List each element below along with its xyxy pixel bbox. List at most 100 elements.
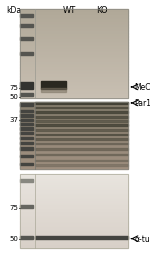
Bar bbox=[20, 224, 128, 225]
Bar bbox=[20, 141, 128, 142]
Bar bbox=[20, 205, 128, 206]
Text: MeCP2: MeCP2 bbox=[135, 83, 150, 92]
Bar bbox=[20, 185, 128, 186]
Bar bbox=[20, 52, 33, 55]
Bar bbox=[34, 120, 128, 122]
Bar bbox=[20, 76, 128, 77]
Bar bbox=[20, 238, 128, 239]
Bar bbox=[20, 200, 128, 201]
Bar bbox=[20, 85, 128, 86]
Bar bbox=[20, 74, 128, 76]
Bar bbox=[20, 79, 128, 80]
Bar bbox=[20, 220, 128, 221]
Bar bbox=[20, 123, 128, 124]
Bar bbox=[20, 123, 33, 125]
Bar bbox=[20, 149, 128, 150]
Bar bbox=[20, 142, 128, 143]
Bar bbox=[20, 134, 128, 135]
Bar bbox=[20, 225, 128, 227]
Bar bbox=[34, 138, 128, 140]
Bar bbox=[20, 186, 128, 188]
Bar bbox=[40, 81, 66, 89]
Bar bbox=[20, 215, 128, 216]
Bar bbox=[20, 240, 128, 241]
Bar bbox=[20, 34, 128, 36]
Bar bbox=[20, 116, 128, 118]
Bar bbox=[20, 125, 128, 126]
Bar bbox=[34, 143, 128, 144]
Bar bbox=[20, 222, 128, 223]
Bar bbox=[20, 133, 128, 134]
Bar bbox=[20, 182, 128, 183]
Bar bbox=[20, 142, 33, 144]
Bar bbox=[20, 202, 128, 204]
Bar bbox=[20, 93, 33, 96]
Bar bbox=[20, 207, 128, 208]
Bar bbox=[20, 86, 128, 88]
Bar bbox=[20, 221, 128, 222]
Bar bbox=[20, 132, 33, 134]
Bar bbox=[20, 233, 128, 234]
Bar bbox=[34, 134, 128, 135]
Bar bbox=[20, 243, 128, 244]
Bar bbox=[20, 139, 128, 140]
Bar bbox=[20, 65, 128, 67]
Bar bbox=[34, 102, 128, 104]
Bar bbox=[20, 166, 128, 167]
Bar bbox=[20, 160, 128, 161]
Bar bbox=[20, 80, 128, 82]
Bar bbox=[20, 111, 128, 112]
Bar bbox=[20, 92, 128, 94]
Bar bbox=[20, 244, 128, 245]
Bar bbox=[20, 112, 128, 113]
Bar bbox=[20, 231, 128, 232]
Bar bbox=[34, 124, 128, 126]
Bar bbox=[20, 67, 128, 68]
Bar bbox=[20, 213, 128, 215]
Bar bbox=[20, 19, 128, 21]
Bar bbox=[20, 15, 128, 17]
Bar bbox=[20, 216, 128, 217]
Bar bbox=[20, 18, 128, 19]
Bar bbox=[20, 136, 128, 138]
Bar bbox=[34, 164, 128, 166]
Text: KO: KO bbox=[96, 6, 108, 15]
Bar bbox=[20, 51, 128, 52]
Bar bbox=[20, 55, 128, 57]
Bar bbox=[20, 39, 128, 40]
Bar bbox=[20, 27, 128, 28]
Bar bbox=[20, 218, 128, 220]
Bar bbox=[20, 82, 33, 89]
Bar bbox=[20, 151, 128, 152]
Bar bbox=[20, 109, 128, 110]
Bar bbox=[20, 150, 128, 151]
Bar bbox=[20, 28, 128, 30]
Bar bbox=[20, 37, 128, 39]
Bar bbox=[20, 49, 128, 51]
Bar bbox=[20, 73, 128, 74]
Bar bbox=[20, 68, 128, 70]
Bar bbox=[20, 47, 128, 49]
Text: 50: 50 bbox=[9, 94, 18, 100]
Bar bbox=[20, 152, 128, 153]
Text: α-tubulin: α-tubulin bbox=[135, 235, 150, 244]
Bar bbox=[20, 13, 128, 15]
Bar bbox=[20, 62, 128, 64]
Bar bbox=[20, 103, 33, 106]
Bar bbox=[20, 179, 33, 182]
Bar bbox=[34, 160, 128, 161]
Text: 75: 75 bbox=[9, 205, 18, 211]
Bar bbox=[20, 46, 128, 47]
Bar bbox=[20, 24, 128, 25]
Text: 75: 75 bbox=[9, 85, 18, 92]
Bar bbox=[20, 147, 33, 150]
Bar bbox=[20, 190, 128, 191]
Bar bbox=[20, 237, 128, 238]
Bar bbox=[20, 61, 128, 62]
Bar bbox=[20, 37, 33, 40]
Bar bbox=[20, 197, 128, 199]
Bar bbox=[20, 121, 128, 122]
Text: kDa: kDa bbox=[6, 6, 21, 15]
Bar bbox=[20, 180, 128, 182]
Bar bbox=[20, 71, 128, 73]
